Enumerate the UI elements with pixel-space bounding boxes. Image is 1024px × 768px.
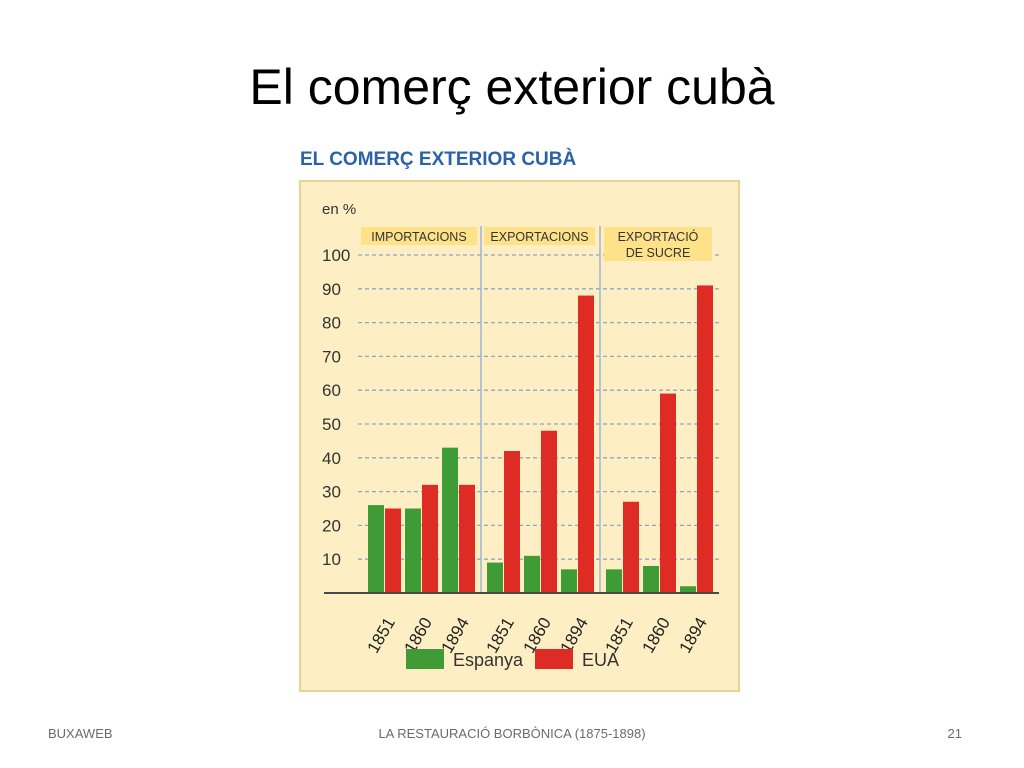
slide-title: El comerç exterior cubà [249,59,775,115]
y-tick-label: 100 [322,246,350,265]
group-headers: IMPORTACIONS EXPORTACIONS EXPORTACIÓ DE SUC… [361,227,712,261]
group-header-box [361,227,477,245]
y-tick-label: 50 [322,415,341,434]
bar-espanya [524,555,540,593]
group-dividers [480,226,601,593]
chart-title: EL COMERÇ EXTERIOR CUBÀ [300,148,577,170]
group-header-label: EXPORTACIONS [490,230,588,244]
bar-eua [459,484,475,593]
y-tick-label: 10 [322,550,341,569]
legend-label-eua: EUA [582,650,619,670]
bar-espanya [606,569,622,593]
bar-eua [422,484,438,593]
bar-eua [660,393,676,593]
legend-swatch-eua [535,649,573,669]
y-tick-label: 20 [322,516,341,535]
bar-eua [504,451,520,593]
bar-eua [578,295,594,593]
bar-espanya [643,565,659,593]
y-axis-unit-label: en % [322,201,356,218]
group-header-label: IMPORTACIONS [371,230,466,244]
footer-center: LA RESTAURACIÓ BORBÒNICA (1875-1898) [378,726,646,741]
y-tick-label: 90 [322,280,341,299]
bar-eua [541,430,557,593]
footer-left: BUXAWEB [48,726,113,741]
bar-espanya [442,447,458,593]
bar-espanya [561,569,577,593]
y-tick-label: 70 [322,347,341,366]
bar-espanya [368,505,384,593]
group-header-label: EXPORTACIÓ DE SUCRE [618,229,699,260]
footer-page-number: 21 [947,726,962,741]
legend: Espanya EUA [406,649,619,670]
bar-eua [697,285,713,593]
bar-espanya [680,586,696,593]
y-tick-label: 60 [322,381,341,400]
bar-espanya [405,508,421,593]
y-tick-label: 80 [322,314,341,333]
bar-espanya [487,562,503,593]
legend-label-espanya: Espanya [453,650,524,670]
group-header-box [484,227,595,245]
y-axis-ticks: 10 20 30 40 50 60 70 80 90 100 [322,246,350,569]
bars [368,285,713,593]
y-tick-label: 30 [322,483,341,502]
y-tick-label: 40 [322,449,341,468]
bar-eua [385,508,401,593]
bar-eua [623,501,639,593]
legend-swatch-espanya [406,649,444,669]
group-header-box [604,227,712,261]
